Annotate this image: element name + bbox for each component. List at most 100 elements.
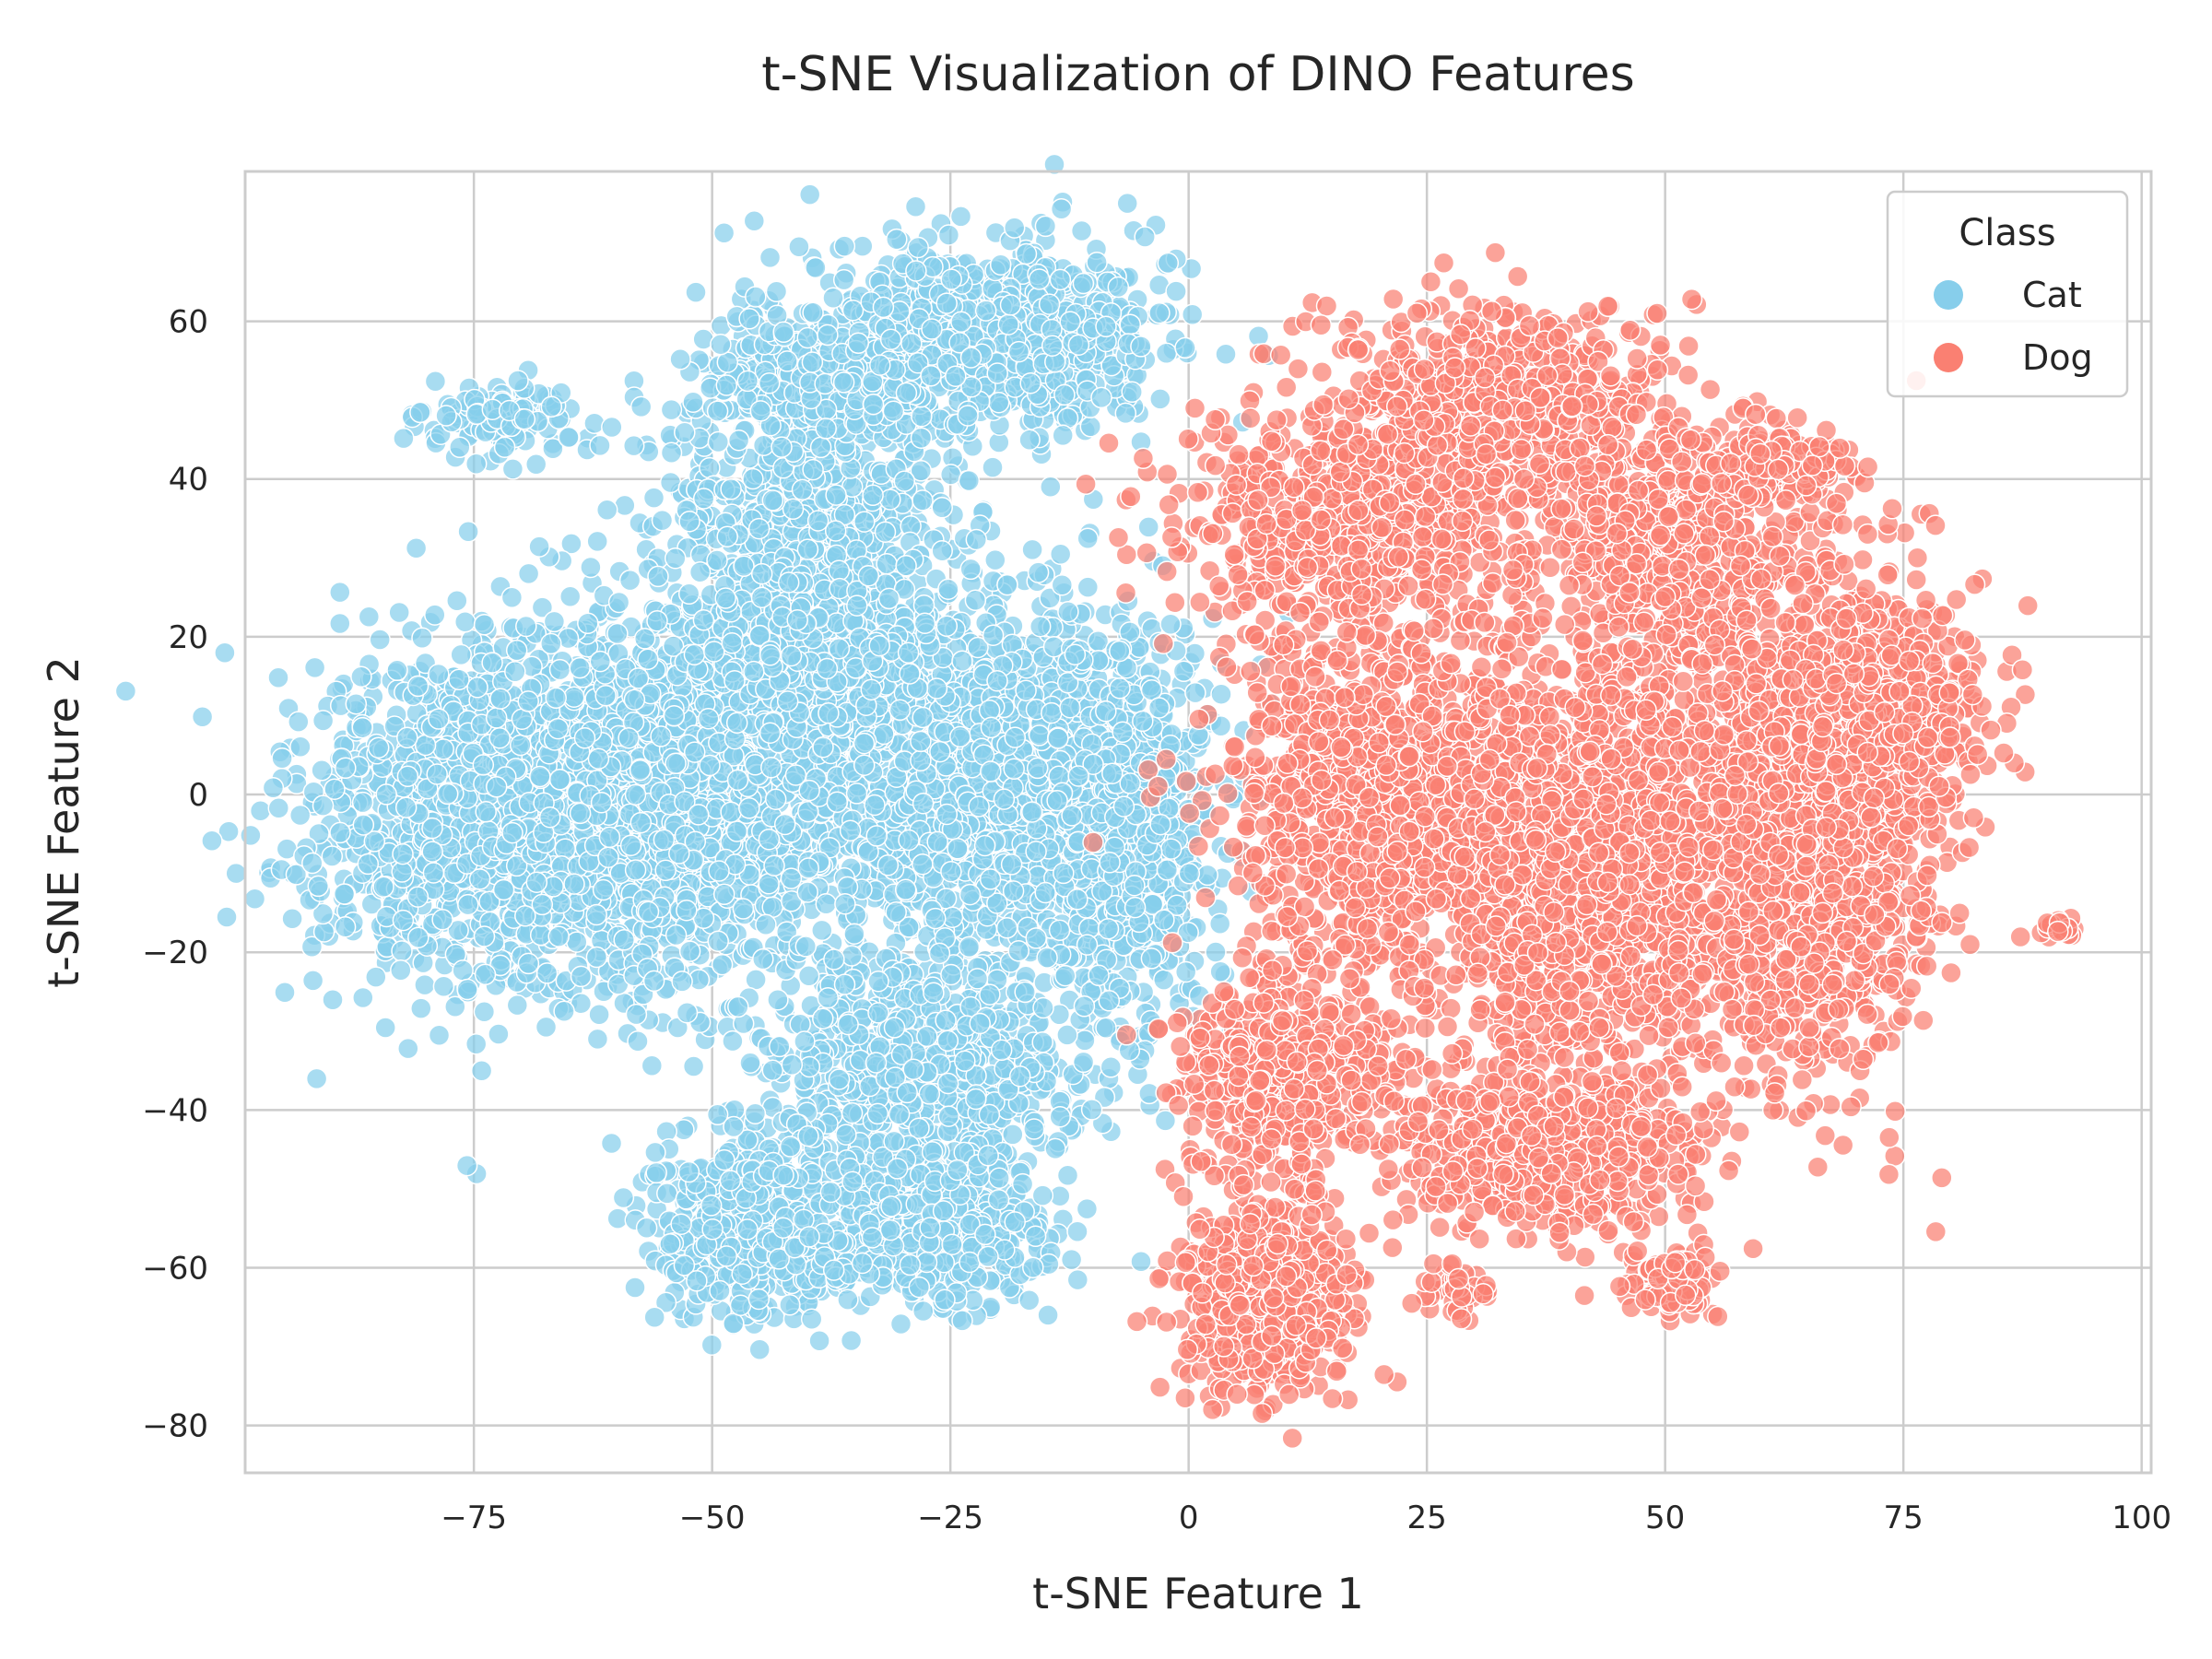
data-point [448,668,470,691]
data-point [715,374,738,396]
data-point [267,796,290,819]
data-point [852,235,874,257]
data-point [1038,293,1061,315]
data-point [358,606,381,629]
data-point [874,521,897,543]
data-point [563,686,585,708]
data-point [411,627,433,649]
data-point [749,400,771,422]
data-point [833,235,856,257]
data-point [1095,315,1117,338]
data-point [267,666,289,689]
data-point [374,1017,396,1039]
data-point [406,675,429,698]
data-point [505,639,528,662]
data-point [623,688,646,711]
data-point [392,909,415,932]
series-cat [114,153,1354,1361]
data-point [1114,402,1137,425]
data-point [538,806,561,829]
data-point [542,438,564,460]
data-point [367,736,390,759]
data-point [822,287,844,309]
data-point [114,680,137,702]
data-point [329,581,351,604]
data-point [529,765,551,788]
data-point [1148,301,1171,324]
data-point [473,1000,496,1023]
data-point [706,549,728,571]
data-point [289,735,312,759]
data-point [1050,198,1073,220]
data-point [301,970,324,992]
data-point [547,717,570,740]
data-point [622,434,645,457]
data-point [588,1004,610,1026]
data-point [805,256,827,279]
data-point [660,441,683,465]
data-point [699,456,721,479]
data-point [585,903,607,926]
data-point [601,416,623,439]
data-point [641,1054,664,1077]
data-point [847,332,870,355]
data-point [428,663,450,686]
data-point [453,611,477,633]
data-point [710,333,732,356]
data-point [566,931,588,953]
data-point [535,962,559,984]
data-point [776,350,798,372]
data-point [396,726,418,749]
data-point [761,489,784,512]
data-point [671,971,693,993]
data-point [642,970,665,993]
data-point [569,656,591,679]
data-point [815,418,837,440]
data-point [707,930,729,952]
data-point [590,791,613,814]
data-point [449,436,471,459]
data-point [1028,268,1051,290]
data-point [312,921,335,943]
data-point [392,842,414,865]
data-point [225,862,247,885]
data-point [669,348,691,371]
data-point [391,940,413,962]
data-point [637,648,659,671]
data-point [352,814,375,836]
data-point [1134,226,1156,248]
data-point [801,351,824,373]
data-point [303,656,326,679]
data-point [931,539,953,562]
data-point [301,852,324,875]
data-point [473,925,496,947]
data-point [577,612,599,635]
data-point [390,959,412,982]
data-point [397,1037,419,1060]
data-point [646,609,668,632]
data-point [682,1055,705,1077]
data-point [558,426,580,449]
data-point [1034,215,1057,238]
data-point [796,538,819,560]
data-point [1119,313,1142,335]
data-point [815,893,838,915]
data-point [450,643,472,666]
data-point [513,408,536,430]
data-point [742,467,764,490]
data-point [886,228,908,251]
data-point [974,300,997,322]
data-point [712,221,735,244]
data-point [492,878,515,901]
data-point [428,1024,451,1047]
data-point [585,946,608,969]
data-point [493,436,516,458]
data-point [665,547,687,570]
data-point [394,796,418,818]
data-point [637,900,660,924]
data-point [504,660,526,683]
data-point [586,530,608,553]
data-point [598,826,621,849]
data-point [642,487,665,509]
data-point [745,969,767,991]
